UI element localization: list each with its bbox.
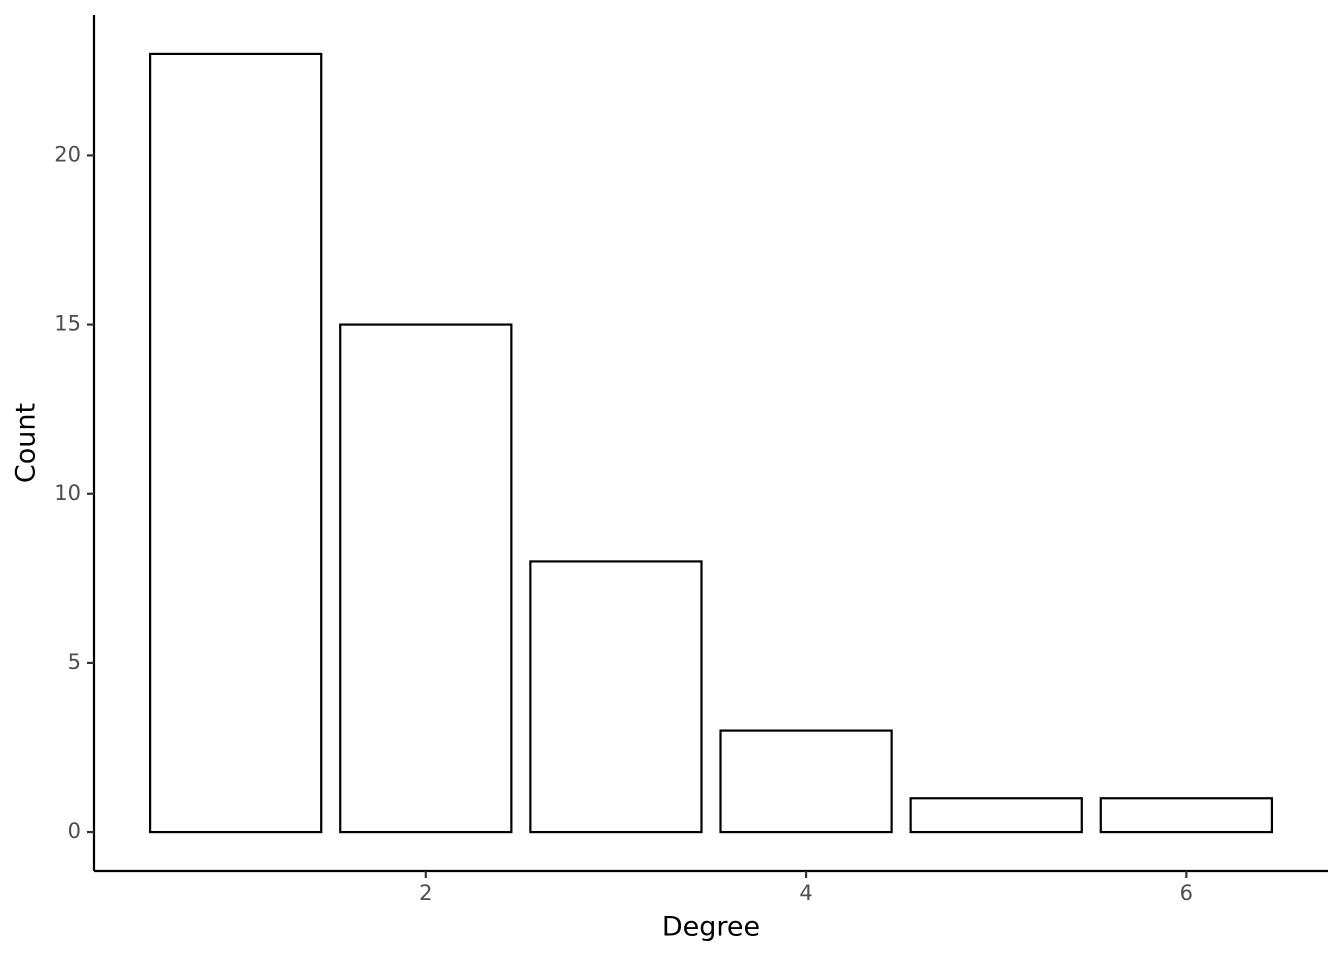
y-tick-label: 5 (68, 650, 81, 674)
bar (1099, 797, 1274, 834)
y-tick-label: 0 (68, 819, 81, 843)
x-axis-title: Degree (662, 912, 760, 943)
bar (909, 797, 1083, 834)
x-tick-label: 2 (419, 881, 432, 905)
x-tick-label: 4 (799, 881, 812, 905)
y-tick-label: 10 (54, 481, 81, 505)
y-axis-title: Count (11, 403, 42, 483)
bar (529, 560, 703, 834)
x-tick-label: 6 (1180, 881, 1193, 905)
bar (148, 52, 323, 834)
bar (339, 323, 513, 834)
y-tick-label: 15 (54, 312, 81, 336)
bar (719, 729, 893, 834)
y-tick-label: 20 (54, 142, 81, 166)
